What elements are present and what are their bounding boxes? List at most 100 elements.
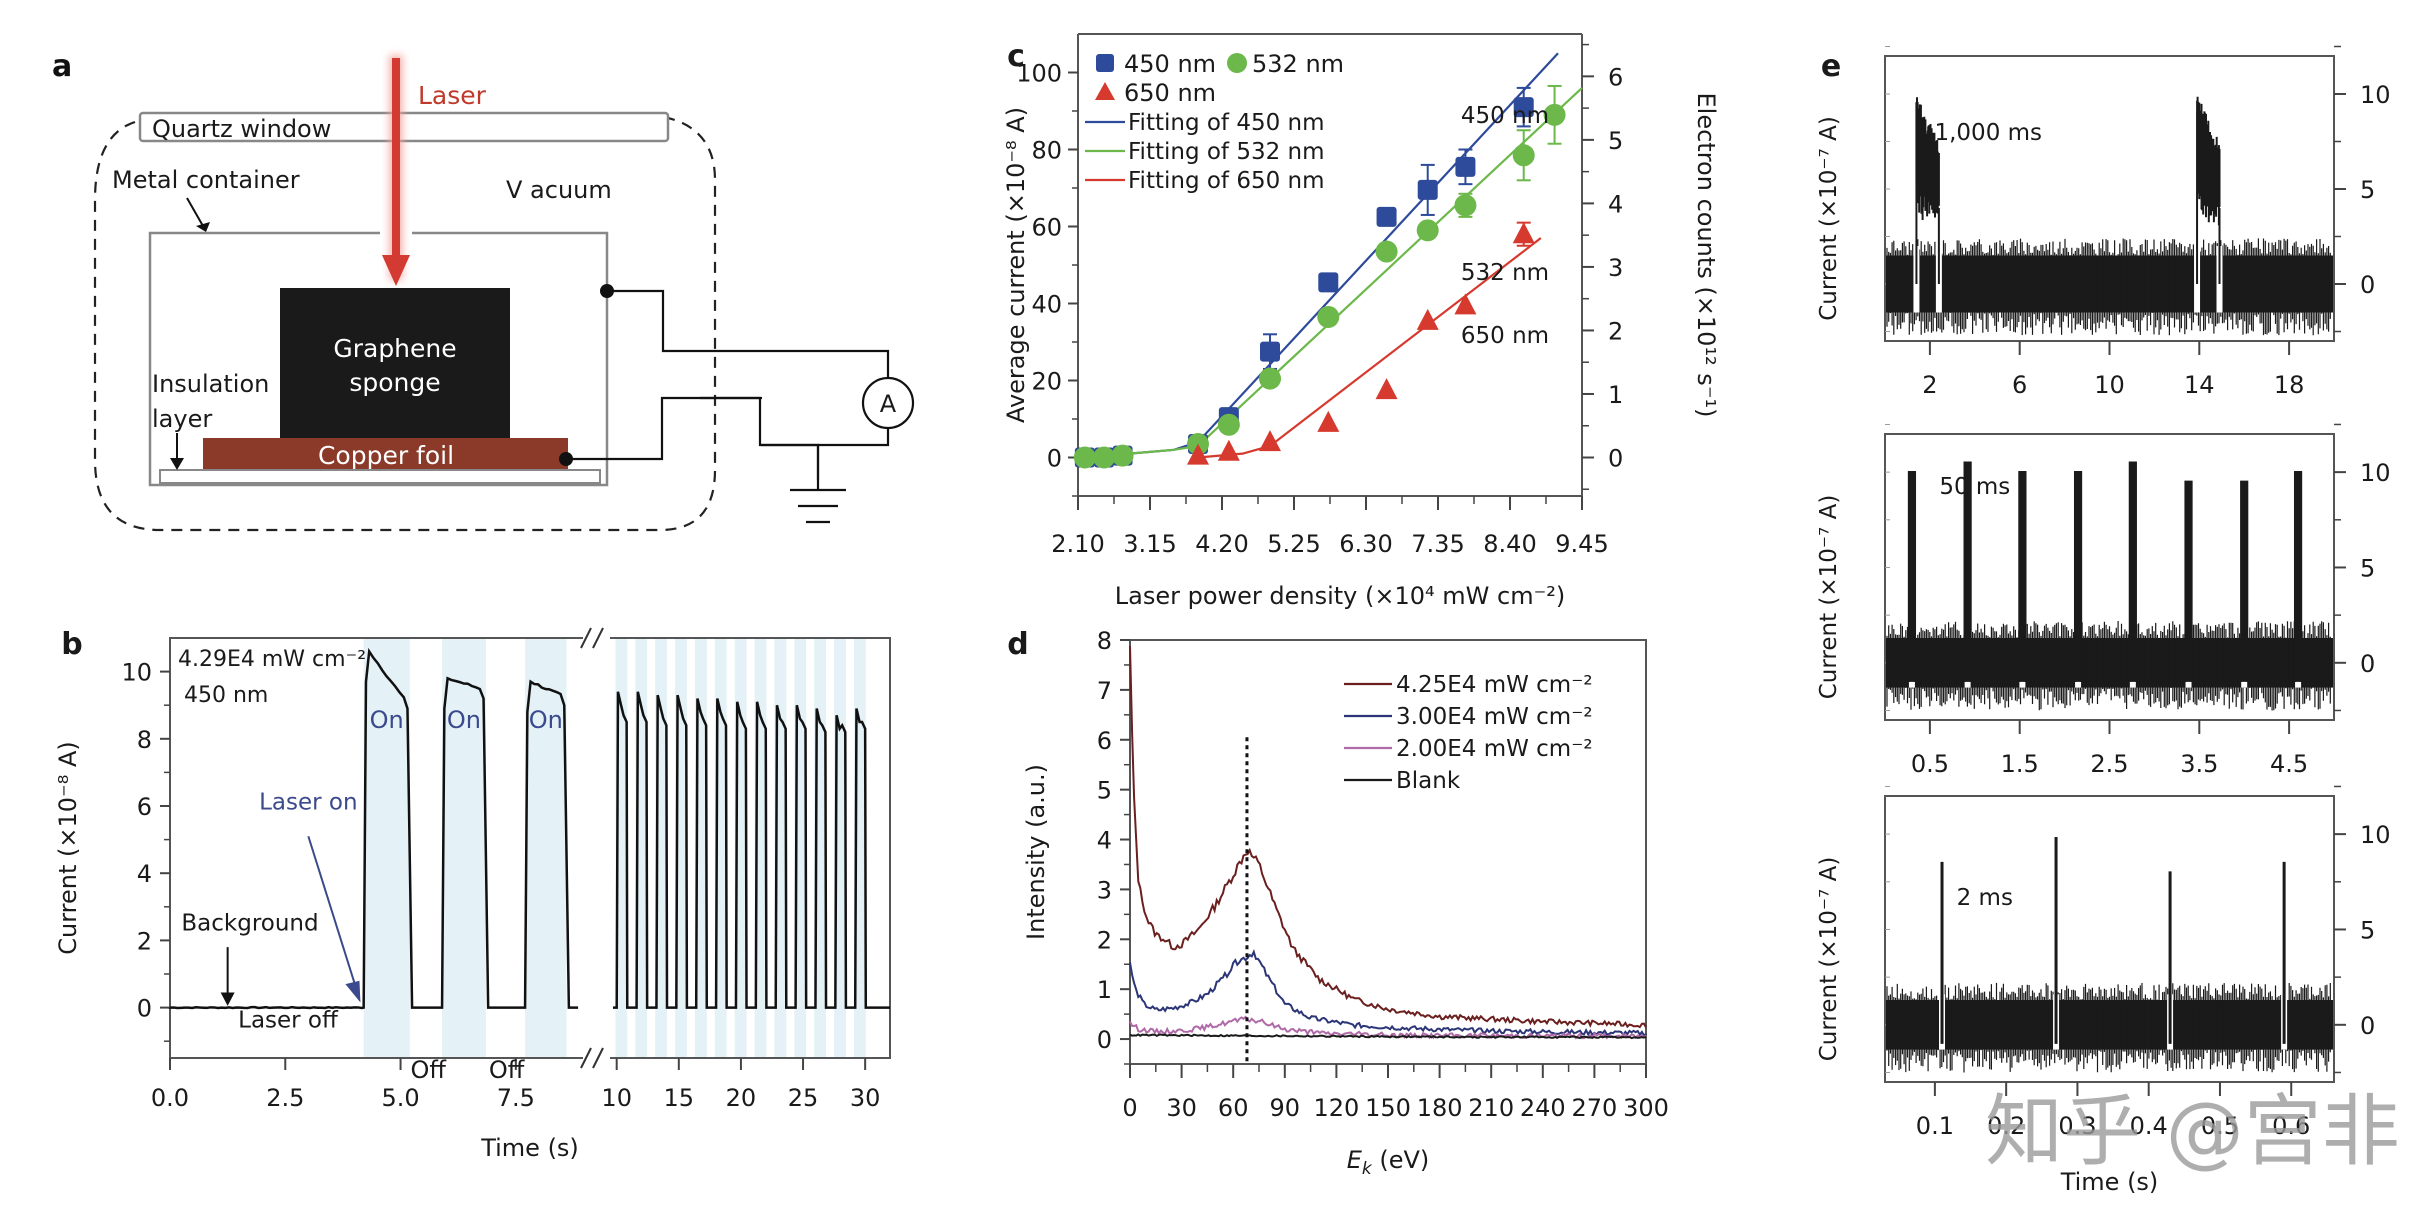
data-point-450nm [1376,206,1397,227]
on-shade-right-3 [675,638,687,1058]
chart-c: c 0 20 40 60 80 100 0 1 2 3 4 5 6 2.10 3.15 4.20 5.25 6.30… [1002,33,1720,610]
current-trace-right [612,691,890,1009]
y-right-tick-label: 10 [2360,81,2391,109]
circuit-wire-bottom [566,396,760,461]
data-point-650nm [1259,430,1281,452]
data-point-532nm [1454,194,1477,217]
y-right-tick-label: 0 [2360,271,2375,299]
y-tick-label: 2 [1097,926,1112,954]
laser-label: Laser [418,81,487,110]
x-tick-label: 8.40 [1483,530,1536,558]
y-tick-label: 5 [1097,777,1112,805]
plot-frame [169,637,891,1059]
y-tick-label: 20 [1031,368,1062,396]
pulse-3 [2282,861,2286,1044]
y-right-tick-label: 1 [1608,381,1623,409]
data-point-450nm [1318,272,1339,293]
on-shade-right-4 [694,638,707,1058]
chart-d: d 0 1 2 3 4 5 6 7 8 0 30 60 90 120 150 180 210 240 270 300 Ek… [1007,627,1669,1179]
x-tick-label: 210 [1468,1094,1514,1122]
plot-frame-e3 [1884,795,2335,1083]
x-tick-label: 2.5 [2090,750,2128,778]
y-tick-label: 7 [1097,677,1112,705]
x-tick-label: 2.10 [1051,530,1104,558]
x-tick-label: 18 [2274,371,2305,399]
ammeter-icon [861,376,915,430]
graphene-label-line2: sponge [349,368,440,397]
y-tick-label: 8 [1097,627,1112,655]
ammeter-label: A [880,390,897,418]
break-gap-bottom [583,1054,610,1062]
on-shade-right-12 [853,638,866,1058]
y-right-tick-label: 5 [1608,127,1623,155]
x-tick-label: 300 [1623,1094,1669,1122]
y-right-tick-label: 5 [2360,916,2375,944]
y-right-tick-label: 0 [2360,650,2375,678]
x-tick-label: 0.2 [1987,1112,2025,1140]
spectrum-line-0 [1129,646,1647,1029]
pulse-4 [2128,461,2137,682]
x-tick-label: 2 [1922,371,1937,399]
on-label: On [370,706,404,734]
pulse-7 [2293,471,2303,682]
insulation-label-line1: Insulation [152,370,269,398]
duration-label-e1: 1,000 ms [1934,120,2042,146]
y-right-tick-label: 3 [1608,254,1623,282]
laser-arrow-icon [382,255,410,286]
y-axis-title: Average current (×10⁻⁸ A) [1002,107,1030,423]
data-point-650nm [1416,308,1439,330]
on-shade-right-0 [615,638,628,1058]
on-shade-right-10 [814,638,827,1058]
axis-break-mark [592,1047,604,1069]
x-tick-label: 0.4 [2130,1112,2168,1140]
legend-label-1: 3.00E4 mW cm⁻² [1396,704,1593,730]
panel-a-diagram: a Quartz window Laser Metal container V … [52,49,760,532]
laser-on-arrow-icon [345,980,361,1003]
panel-letter-c: c [1007,39,1025,74]
x-tick-label: 3.5 [2180,750,2218,778]
pulse-2 [2168,871,2172,1044]
inline-label-532nm: 532 nm [1461,260,1549,286]
x-tick-label: 3.15 [1123,530,1176,558]
panel-letter-a: a [52,49,72,84]
y-tick-label: 6 [137,793,152,821]
pulse-0 [1907,471,1917,682]
metal-container [148,231,609,487]
axis-break-mark [580,627,592,649]
x-tick-label: 270 [1571,1094,1617,1122]
y-axis-title: Current (×10⁻⁷ A) [1816,857,1842,1062]
condition-wavelength-label: 450 nm [184,683,268,708]
x-tick-label: 2.5 [266,1084,304,1112]
legend-marker-650nm [1095,82,1115,100]
x-tick-label: 15 [664,1084,695,1112]
x-tick-label: 60 [1218,1094,1249,1122]
graphene-sponge [280,288,510,438]
ground-icon [790,488,846,524]
data-point-650nm [1317,410,1340,432]
x-tick-label: 0.3 [2058,1112,2096,1140]
legend-marker-450nm [1096,54,1114,72]
y-right-tick-label: 2 [1608,317,1623,345]
data-point-650nm [1512,222,1535,244]
x-tick-label: 0.5 [2201,1112,2239,1140]
on-shade-1 [442,638,486,1058]
x-tick-label: 4.5 [2270,750,2308,778]
copper-foil [203,438,568,470]
y-tick-label: 1 [1097,976,1112,1004]
x-tick-label: 20 [726,1084,757,1112]
y-right-tick-label: 0 [2360,1012,2375,1040]
x-tick-label: 30 [850,1084,881,1112]
y-right-tick-label: 5 [2360,176,2375,204]
legend-label-650nm: 650 nm [1124,79,1216,107]
circuit-wire-top [607,289,760,353]
spectrum-line-1 [1129,949,1647,1037]
axis-break-mark [580,1047,592,1069]
data-point-532nm [1259,367,1281,390]
legend-label-3: Blank [1396,768,1461,794]
legend-label-450nm: 450 nm [1124,50,1216,78]
metal-container-arrow-icon [196,222,210,232]
y-tick-label: 3 [1097,876,1112,904]
x-tick-label: 4.20 [1195,530,1248,558]
y-right-tick-label: 6 [1608,63,1623,91]
inline-label-450nm: 450 nm [1461,103,1549,129]
